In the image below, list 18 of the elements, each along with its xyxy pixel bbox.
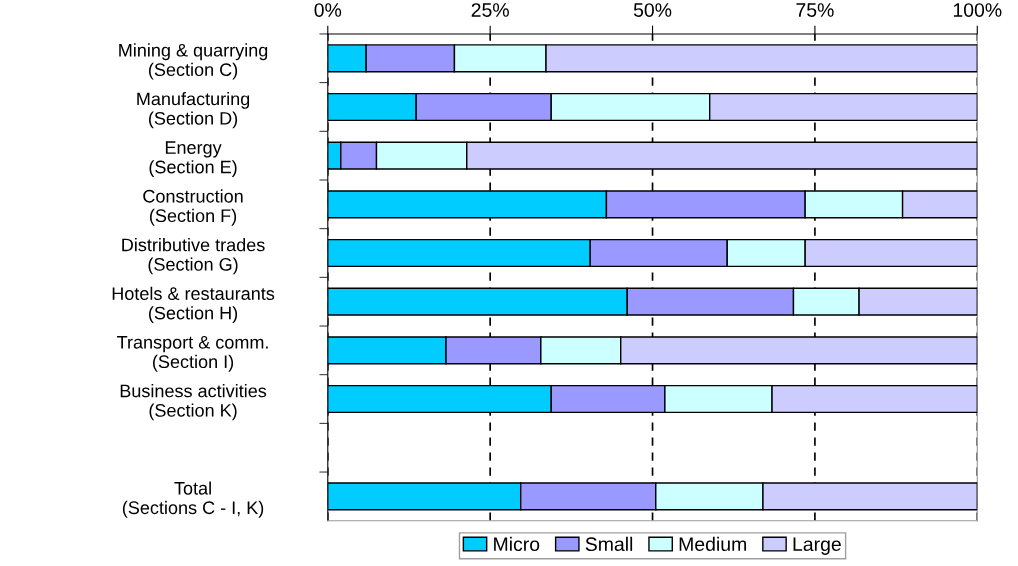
y-tick-label: Hotels & restaurants (Section H) (112, 286, 275, 323)
x-tick-label: 100% (953, 3, 1002, 17)
y-tick-label: Manufacturing (Section D) (137, 92, 250, 129)
x-tick-label: 0% (314, 3, 342, 17)
y-tick-label: Mining & quarrying (Section C) (119, 43, 268, 80)
y-tick-label: Total (Sections C - I, K) (122, 481, 264, 518)
y-tick-label: Distributive trades (Section G) (122, 238, 265, 275)
legend-label: Large (793, 537, 841, 555)
y-tick-label: Transport & comm. (Section I) (117, 335, 268, 372)
x-tick-label: 75% (796, 3, 834, 17)
y-tick-label: Business activities (Section K) (120, 384, 267, 421)
y-tick-label: Construction (Section F) (143, 189, 243, 226)
x-tick-label: 50% (633, 3, 672, 17)
y-tick-label: Energy (Section E) (149, 141, 237, 177)
legend-label: Micro (494, 536, 540, 552)
x-tick-label: 25% (471, 3, 509, 17)
legend-label: Medium (679, 536, 746, 552)
legend-label: Small (585, 536, 633, 552)
